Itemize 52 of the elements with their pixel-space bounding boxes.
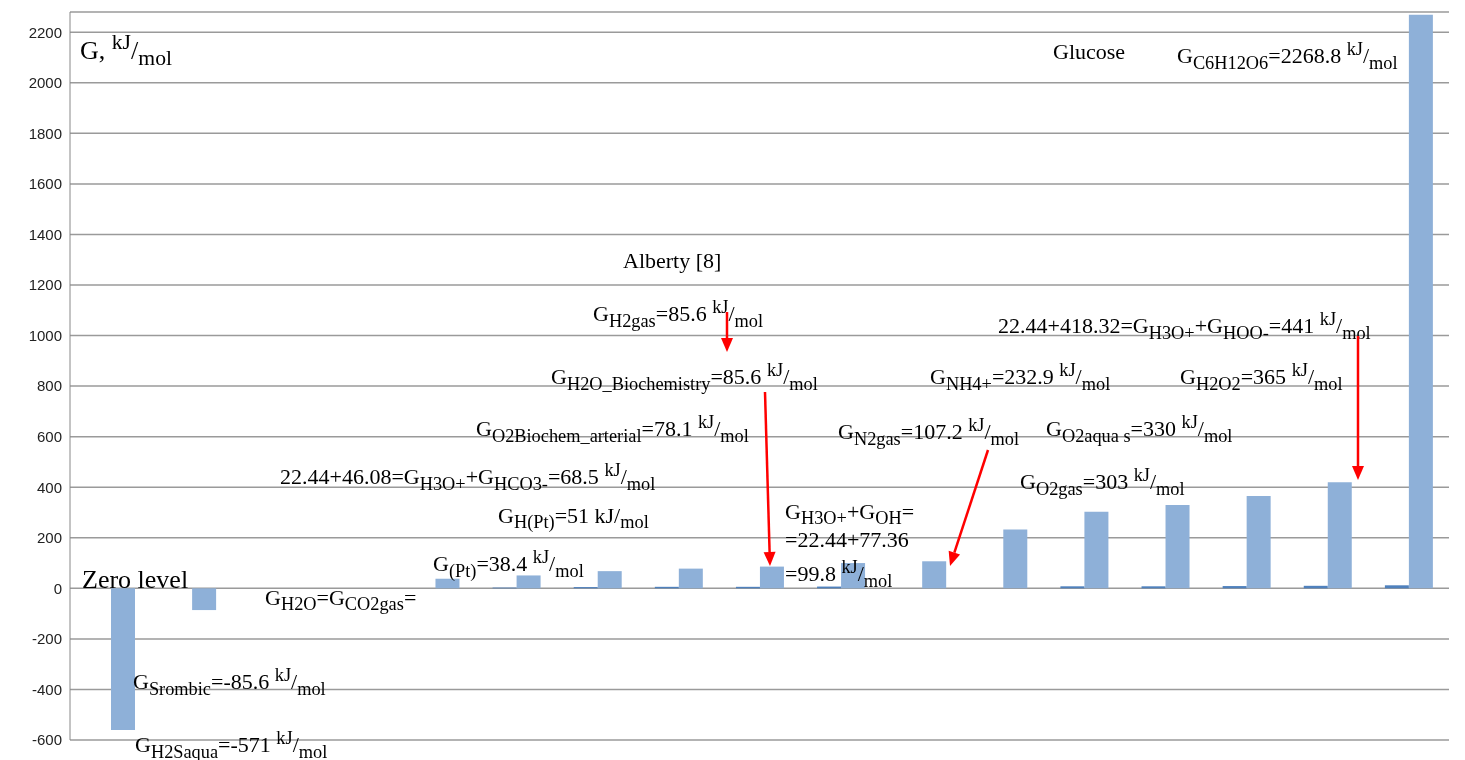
annotation: =99.8 $^{kJ}$/$_{mol}$ xyxy=(785,556,893,593)
annotation: G$_{H2O2}$=365 $^{kJ}$/$_{mol}$ xyxy=(1180,359,1343,396)
y-tick-label: 1600 xyxy=(28,175,62,193)
bar xyxy=(1384,585,1409,589)
y-tick-label: 1400 xyxy=(28,225,62,243)
y-tick-label: -400 xyxy=(31,680,62,698)
bar xyxy=(516,575,541,589)
y-tick-label: 1000 xyxy=(28,326,62,344)
y-tick-label: 2200 xyxy=(28,23,62,41)
annotation: G$_{C6H12O6}$=2268.8 $^{kJ}$/$_{mol}$ xyxy=(1177,38,1398,75)
annotation: G$_{(Pt)}$=38.4 $^{kJ}$/$_{mol}$ xyxy=(433,546,584,583)
bar xyxy=(922,561,947,589)
annotation: Glucose xyxy=(1053,38,1126,66)
y-tick-label: -600 xyxy=(31,731,62,749)
bar xyxy=(1327,482,1352,589)
y-tick-label: 1200 xyxy=(28,276,62,294)
y-tick-label: 600 xyxy=(36,427,62,445)
annotation: G$_{O2gas}$=303 $^{kJ}$/$_{mol}$ xyxy=(1020,464,1185,501)
annotation: G$_{H2gas}$=85.6 $^{kJ}$/$_{mol}$ xyxy=(593,296,764,333)
annotation: =22.44+77.36 xyxy=(785,526,909,554)
y-tick-label: 2000 xyxy=(28,74,62,92)
annotation: G$_{H2O_Biochemistry}$=85.6 $^{kJ}$/$_{mol}$ xyxy=(551,359,818,396)
annotation: 22.44+418.32=G$_{H3O+}$+G$_{HOO-}$=441 $^{kJ}$/$_{mol}$ xyxy=(998,308,1371,345)
annotation: 22.44+46.08=G$_{H3O+}$+G$_{HCO3-}$=68.5 $^{kJ}$/$_{mol}$ xyxy=(280,459,656,496)
bar xyxy=(597,571,622,589)
annotation: Zero level xyxy=(82,564,189,596)
bar xyxy=(1003,529,1028,589)
annotation: G$_{N2gas}$=107.2 $^{kJ}$/$_{mol}$ xyxy=(838,414,1020,451)
bar xyxy=(1165,504,1190,589)
y-tick-label: 0 xyxy=(53,579,62,597)
bar xyxy=(1141,586,1166,589)
y-axis-title: G, $^{kJ}$/$_{mol}$ xyxy=(80,30,172,71)
annotation: G$_{NH4+}$=232.9 $^{kJ}$/$_{mol}$ xyxy=(930,359,1111,396)
bar xyxy=(678,568,703,589)
bar xyxy=(1246,496,1271,589)
annotation: G$_{H2O}$=G$_{CO2gas}$= xyxy=(265,584,417,617)
bar xyxy=(192,588,217,611)
y-tick-label: 1800 xyxy=(28,124,62,142)
annotation: Alberty [8] xyxy=(623,247,722,275)
y-tick-label: 200 xyxy=(36,529,62,547)
annotation: G$_{H(Pt)}$=51 kJ/$_{mol}$ xyxy=(498,502,649,535)
bar xyxy=(1408,14,1433,589)
bar xyxy=(111,588,135,730)
y-tick-label: 400 xyxy=(36,478,62,496)
y-tick-label: 800 xyxy=(36,377,62,395)
bar xyxy=(1084,511,1109,589)
annotation: G$_{O2Biochem_arterial}$=78.1 $^{kJ}$/$_{mol}$ xyxy=(476,411,749,448)
annotation: G$_{H3O+}$+G$_{OH}$= xyxy=(785,498,915,529)
bar xyxy=(1060,586,1085,589)
y-tick-label: -200 xyxy=(31,630,62,648)
annotation: G$_{O2aqua s}$=330 $^{kJ}$/$_{mol}$ xyxy=(1046,411,1233,448)
annotation: G$_{Srombic}$=-85.6 $^{kJ}$/$_{mol}$ xyxy=(133,664,326,701)
